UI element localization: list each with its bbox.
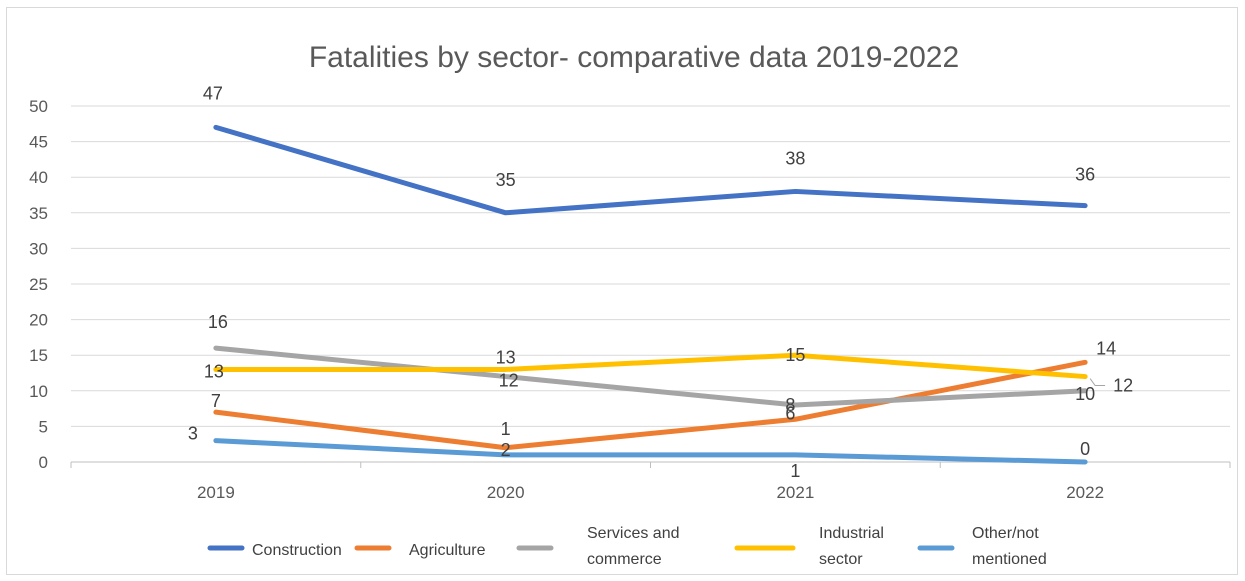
y-tick-label: 35	[29, 204, 48, 223]
legend-label: Services and commerce	[587, 525, 680, 568]
y-tick-label: 45	[29, 133, 48, 152]
data-label: 13	[204, 361, 224, 381]
gridlines	[71, 105, 1230, 463]
legend-label: Other/not mentioned	[972, 525, 1047, 568]
data-label: 3	[188, 424, 198, 444]
data-label: 8	[785, 395, 795, 415]
series-lines	[213, 124, 1088, 465]
legend-label-line: Agriculture	[409, 542, 486, 559]
data-label: 16	[208, 312, 228, 332]
y-axis-ticks: 0 5 10 15 20 25 30 35 40 45 50	[29, 97, 48, 472]
series-line-services-and-commerce	[213, 345, 1088, 408]
series-line-industrial-sector	[213, 352, 1088, 380]
data-label: 47	[203, 83, 223, 103]
data-label: 15	[785, 345, 805, 365]
legend-label-line: Construction	[252, 542, 342, 559]
x-tick-label: 2019	[197, 483, 235, 502]
series-line-agriculture	[213, 359, 1088, 451]
legend-item-construction[interactable]: Construction	[207, 542, 342, 559]
legend-label: Agriculture	[409, 542, 486, 559]
legend-label-line: mentioned	[972, 551, 1047, 568]
y-tick-label: 50	[29, 97, 48, 116]
legend-label-line: Industrial	[819, 525, 884, 542]
data-label: 2	[501, 440, 511, 460]
legend-label-line: Other/not	[972, 525, 1039, 542]
data-label: 35	[496, 170, 516, 190]
data-label: 6	[785, 403, 795, 423]
y-tick-label: 25	[29, 275, 48, 294]
data-label: 0	[1080, 439, 1090, 459]
y-tick-label: 0	[39, 453, 48, 472]
data-label: 10	[1075, 384, 1095, 404]
x-tick-label: 2021	[776, 483, 814, 502]
legend-label-line: commerce	[587, 551, 662, 568]
data-label: 1	[501, 419, 511, 439]
y-tick-label: 5	[39, 417, 48, 436]
data-label: 12	[1113, 376, 1133, 396]
data-label: 1	[790, 461, 800, 481]
y-tick-label: 20	[29, 311, 48, 330]
data-label: 7	[211, 391, 221, 411]
legend-item-agriculture[interactable]: Agriculture	[354, 542, 486, 559]
data-label: 38	[785, 148, 805, 168]
chart-title: Fatalities by sector- comparative data 2…	[309, 41, 959, 74]
x-axis: 2019 2020 2021 2022	[70, 462, 1231, 502]
legend-item-industrial-sector[interactable]: Industrial sector	[734, 525, 884, 568]
data-label: 36	[1075, 165, 1095, 185]
legend-label: Industrial sector	[819, 525, 884, 568]
legend-item-other-not-mentioned[interactable]: Other/not mentioned	[917, 525, 1047, 568]
legend-label-line: sector	[819, 551, 863, 568]
y-tick-label: 15	[29, 346, 48, 365]
chart-frame	[6, 7, 1238, 575]
series-line-construction	[213, 124, 1088, 216]
legend-label-line: Services and	[587, 525, 680, 542]
leader-line	[1089, 378, 1106, 387]
legend-label: Construction	[252, 542, 342, 559]
x-tick-label: 2020	[487, 483, 525, 502]
series-line-other-not-mentioned	[213, 438, 1088, 465]
data-label: 13	[496, 347, 516, 367]
y-tick-label: 10	[29, 382, 48, 401]
y-tick-label: 30	[29, 239, 48, 258]
data-label: 14	[1096, 338, 1116, 358]
legend[interactable]: Construction Agriculture Services and comme…	[207, 525, 1047, 568]
data-label: 12	[499, 371, 519, 391]
x-tick-label: 2022	[1066, 483, 1104, 502]
y-tick-label: 40	[29, 168, 48, 187]
legend-item-services-and-commerce[interactable]: Services and commerce	[516, 525, 680, 568]
